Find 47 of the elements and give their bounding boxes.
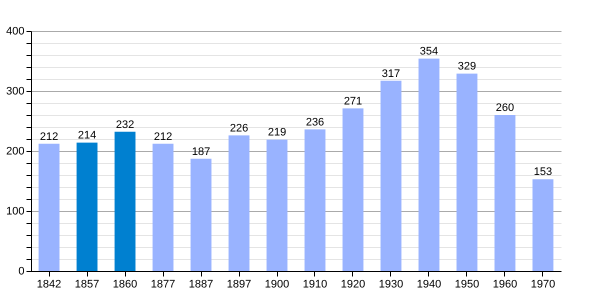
data-label: 187 bbox=[192, 146, 210, 158]
x-tick-label: 1860 bbox=[112, 278, 138, 290]
bar bbox=[152, 144, 174, 271]
x-tick-label: 1900 bbox=[264, 278, 290, 290]
bar bbox=[76, 142, 98, 271]
y-tick-label: 300 bbox=[6, 86, 24, 98]
data-label: 153 bbox=[534, 166, 552, 178]
x-tick-label: 1950 bbox=[454, 278, 480, 290]
bar bbox=[342, 108, 364, 271]
bar bbox=[114, 132, 136, 271]
data-label: 236 bbox=[306, 116, 324, 128]
data-label: 214 bbox=[78, 130, 96, 142]
bar bbox=[494, 115, 516, 271]
data-label: 271 bbox=[344, 95, 362, 108]
x-tick-label: 1920 bbox=[340, 278, 366, 290]
y-tick-label: 200 bbox=[6, 146, 24, 158]
x-tick-label: 1887 bbox=[188, 278, 214, 290]
data-label: 260 bbox=[496, 102, 514, 114]
bar bbox=[456, 74, 478, 271]
x-tick-label: 1910 bbox=[302, 278, 328, 290]
data-label: 226 bbox=[230, 122, 248, 134]
data-label: 212 bbox=[154, 130, 172, 143]
bar bbox=[304, 129, 326, 271]
data-label: 317 bbox=[382, 68, 400, 80]
x-tick-label: 1960 bbox=[492, 278, 518, 290]
x-tick-label: 1930 bbox=[378, 278, 404, 290]
bar bbox=[418, 58, 440, 271]
bar bbox=[190, 158, 212, 271]
y-tick-label: 100 bbox=[6, 206, 24, 218]
x-tick-label: 1877 bbox=[150, 278, 176, 290]
x-tick-label: 1842 bbox=[36, 278, 62, 290]
bar bbox=[38, 144, 60, 271]
x-tick-label: 1897 bbox=[226, 278, 252, 290]
y-tick-label: 0 bbox=[18, 266, 24, 278]
bar bbox=[380, 80, 402, 271]
x-tick-label: 1940 bbox=[416, 278, 442, 290]
bar bbox=[532, 179, 554, 271]
x-tick-label: 1857 bbox=[74, 278, 100, 290]
data-label: 329 bbox=[458, 60, 476, 73]
data-label: 354 bbox=[420, 46, 438, 58]
y-tick-label: 400 bbox=[6, 26, 24, 38]
bar bbox=[228, 135, 250, 271]
bar bbox=[266, 140, 288, 271]
data-label: 219 bbox=[268, 126, 286, 139]
data-label: 232 bbox=[116, 118, 134, 131]
x-tick-label: 1970 bbox=[530, 278, 556, 290]
data-label: 212 bbox=[40, 130, 58, 143]
